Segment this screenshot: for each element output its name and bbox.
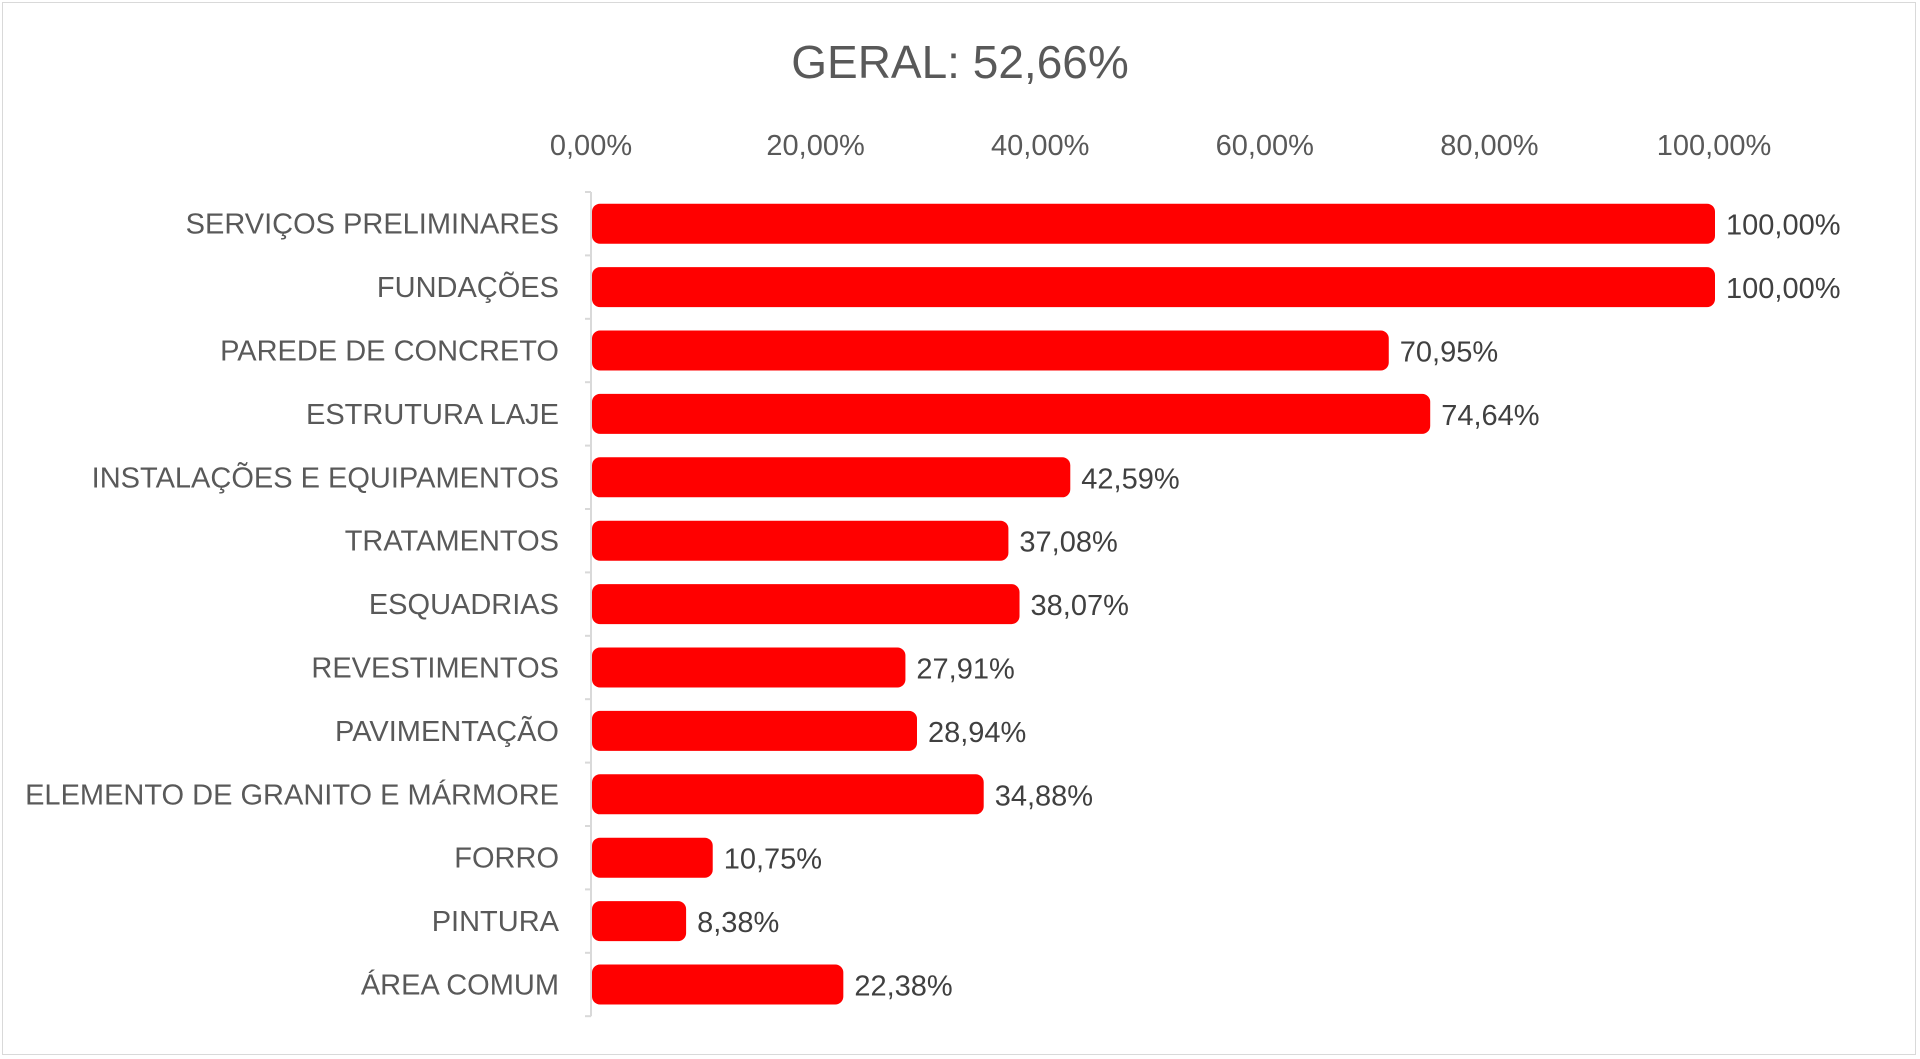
category-label: PINTURA <box>432 906 560 938</box>
category-label: FORRO <box>454 843 559 875</box>
data-labels: 100,00% 100,00% 70,95% 74,64% 42,59% 37,08% 38… <box>697 210 1840 1003</box>
data-label: 74,64% <box>1441 400 1539 432</box>
x-tick-label: 40,00% <box>991 130 1089 162</box>
data-label: 100,00% <box>1726 210 1841 242</box>
category-label: INSTALAÇÕES E EQUIPAMENTOS <box>92 460 559 494</box>
chart-title: GERAL: 52,66% <box>791 36 1129 88</box>
bar <box>592 393 1431 434</box>
bar <box>592 203 1715 244</box>
x-tick-label: 80,00% <box>1440 130 1538 162</box>
bar <box>592 647 906 688</box>
category-label: ESTRUTURA LAJE <box>306 399 559 431</box>
bar <box>592 901 687 942</box>
data-label: 28,94% <box>928 717 1026 749</box>
category-label: PAREDE DE CONCRETO <box>220 336 559 368</box>
category-labels: SERVIÇOS PRELIMINARES FUNDAÇÕES PAREDE DE … <box>25 209 560 1002</box>
bar <box>592 267 1715 308</box>
x-tick-label: 20,00% <box>766 130 864 162</box>
data-label: 34,88% <box>995 780 1093 812</box>
category-label: FUNDAÇÕES <box>377 270 559 304</box>
data-label: 100,00% <box>1726 273 1841 305</box>
data-label: 42,59% <box>1081 463 1179 495</box>
bar <box>592 710 917 751</box>
data-label: 22,38% <box>854 971 952 1003</box>
category-label: ÁREA COMUM <box>361 969 559 1002</box>
x-axis-ticks: 0,00% 20,00% 40,00% 60,00% 80,00% 100,00% <box>550 130 1771 162</box>
data-label: 70,95% <box>1400 337 1498 369</box>
bar <box>592 330 1389 371</box>
category-label: TRATAMENTOS <box>345 526 559 558</box>
y-axis-tick-marks <box>585 191 591 1018</box>
data-label: 37,08% <box>1019 527 1117 559</box>
category-label: SERVIÇOS PRELIMINARES <box>186 209 559 241</box>
bar <box>592 964 844 1005</box>
data-label: 38,07% <box>1031 590 1129 622</box>
bar <box>592 774 984 815</box>
category-label: ELEMENTO DE GRANITO E MÁRMORE <box>25 778 559 811</box>
data-label: 10,75% <box>724 844 822 876</box>
bar <box>592 457 1071 498</box>
bar <box>592 520 1009 561</box>
x-tick-label: 100,00% <box>1657 130 1772 162</box>
category-label: ESQUADRIAS <box>369 589 559 621</box>
x-tick-label: 0,00% <box>550 130 632 162</box>
x-tick-label: 60,00% <box>1216 130 1314 162</box>
bar <box>592 584 1020 625</box>
data-label: 27,91% <box>916 654 1014 686</box>
category-label: REVESTIMENTOS <box>311 653 559 685</box>
bars <box>592 203 1715 1005</box>
category-label: PAVIMENTAÇÃO <box>335 714 559 748</box>
data-label: 8,38% <box>697 907 779 939</box>
bar <box>592 837 713 878</box>
